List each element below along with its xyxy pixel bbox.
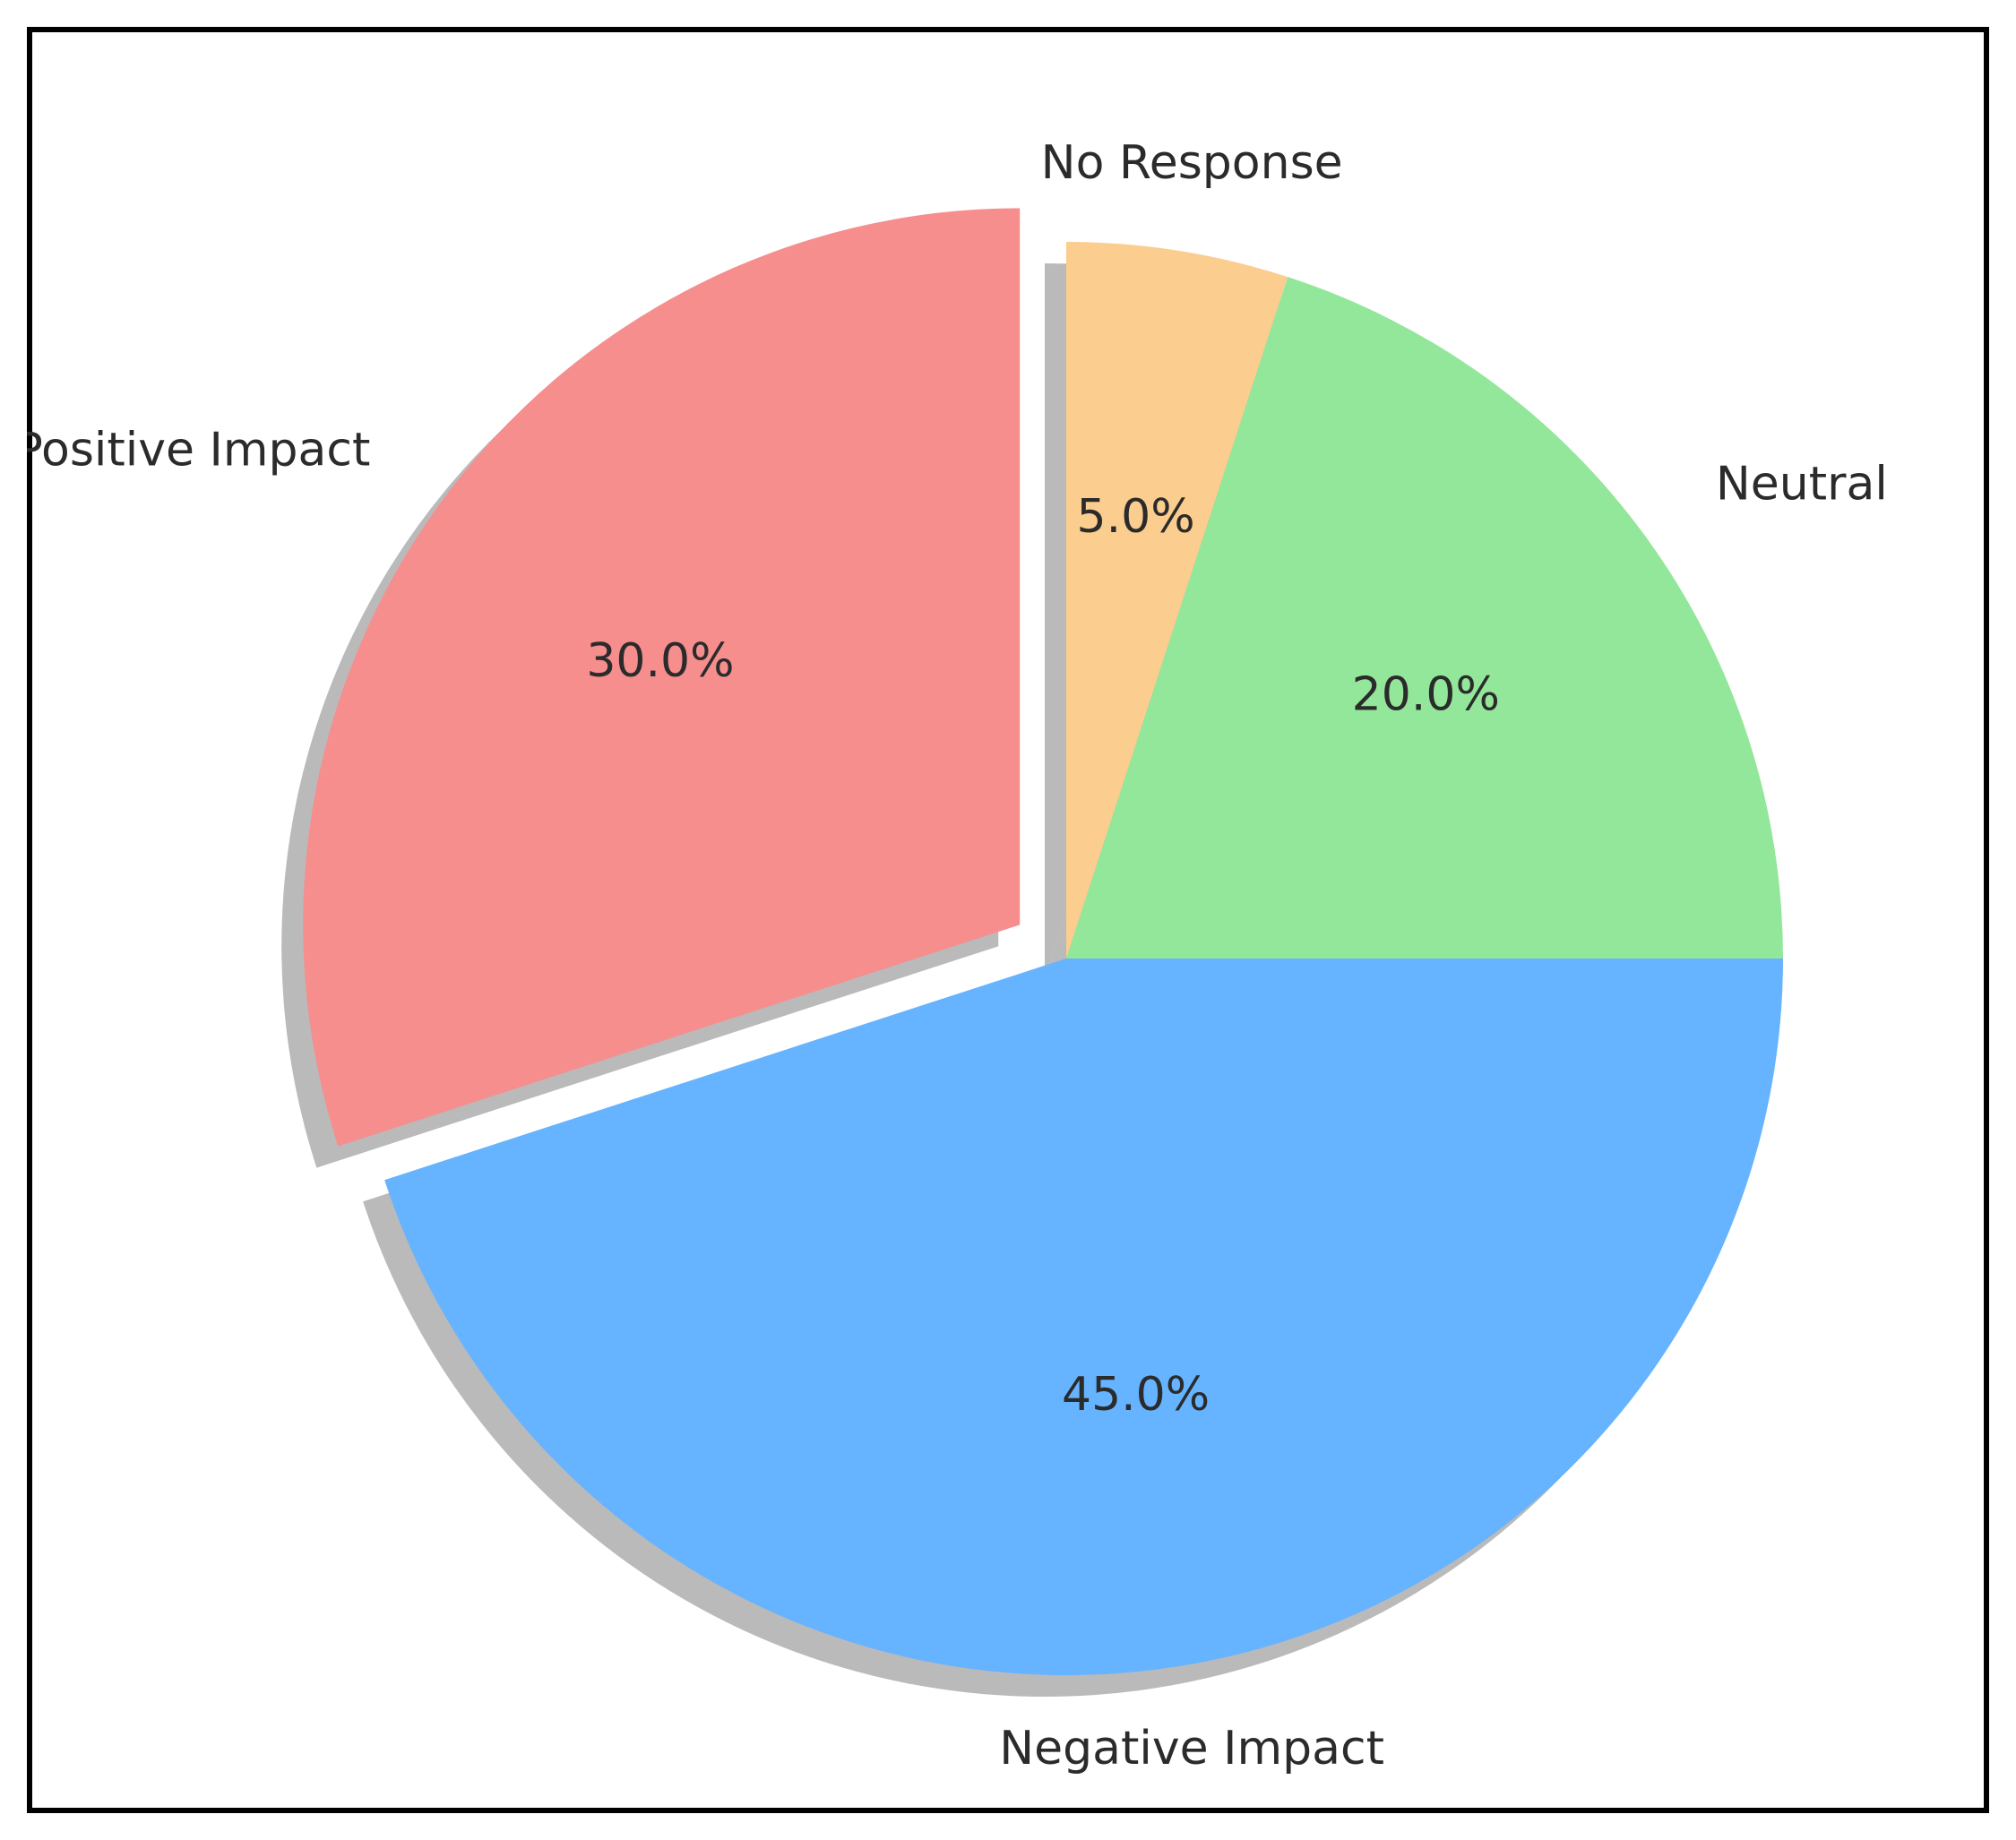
pie-pct-label: 30.0% xyxy=(586,634,734,688)
pie-slice-label: Neutral xyxy=(1716,457,1888,511)
chart-frame: 5.0% No Response 20.0% Neutral 45.0% Negative… xyxy=(0,0,2016,1840)
pie-slice-label: Negative Impact xyxy=(999,1722,1384,1776)
pie-pct-label: 45.0% xyxy=(1062,1368,1210,1422)
pie-slice-label: Positive Impact xyxy=(27,424,370,477)
pie-slice-label: No Response xyxy=(1041,136,1343,190)
pie-chart: 5.0% No Response 20.0% Neutral 45.0% Negative… xyxy=(27,27,1989,1813)
pie-pct-label: 20.0% xyxy=(1352,667,1500,721)
pie-pct-label: 5.0% xyxy=(1077,490,1195,544)
